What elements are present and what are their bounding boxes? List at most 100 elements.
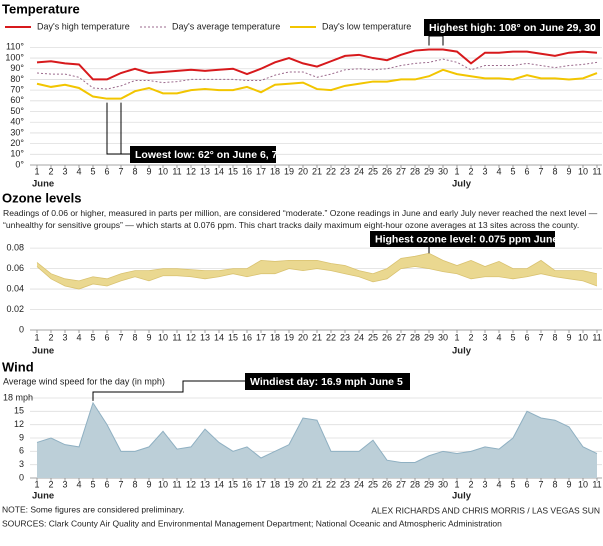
y-tick-label: 12: [14, 419, 24, 429]
x-tick-label: 4: [76, 479, 81, 489]
x-tick-label: 27: [396, 166, 406, 176]
x-tick-label: 1: [34, 332, 39, 342]
annotation-leader: [106, 102, 130, 155]
x-tick-label: 10: [158, 332, 168, 342]
x-tick-label: 5: [90, 166, 95, 176]
plot-area: [30, 243, 602, 330]
y-tick-label: 3: [19, 459, 24, 469]
x-tick-label: 27: [396, 332, 406, 342]
x-tick-label: 8: [552, 479, 557, 489]
x-tick-label: 5: [90, 479, 95, 489]
x-tick-label: 4: [76, 332, 81, 342]
x-tick-label: 9: [566, 332, 571, 342]
annotation-leader: [92, 380, 245, 401]
plot-area: [30, 42, 602, 165]
chart-title: Wind: [2, 359, 34, 374]
annotation: Highest high: 108° on June 29, 30: [429, 22, 596, 34]
x-tick-label: 25: [368, 332, 378, 342]
x-tick-label: 26: [382, 166, 392, 176]
x-tick-label: 24: [354, 166, 364, 176]
x-tick-label: 5: [510, 479, 515, 489]
x-tick-label: 19: [284, 166, 294, 176]
x-tick-label: 11: [172, 479, 181, 489]
x-tick-label: 16: [242, 166, 252, 176]
x-tick-label: 9: [566, 166, 571, 176]
x-tick-label: 20: [298, 332, 308, 342]
x-tick-label: 11: [172, 166, 181, 176]
x-tick-label: 22: [326, 479, 336, 489]
x-tick-label: 3: [482, 166, 487, 176]
x-tick-label: 9: [566, 479, 571, 489]
x-tick-label: 23: [340, 332, 350, 342]
x-tick-label: 26: [382, 332, 392, 342]
legend-label: Day's high temperature: [37, 21, 130, 31]
x-tick-label: 10: [578, 166, 588, 176]
month-label: July: [452, 346, 472, 357]
x-tick-label: 9: [146, 332, 151, 342]
x-tick-label: 6: [524, 332, 529, 342]
x-tick-label: 8: [552, 332, 557, 342]
x-tick-label: 10: [158, 479, 168, 489]
y-tick-label: 15: [14, 406, 24, 416]
x-tick-label: 6: [524, 479, 529, 489]
annotation: Highest ozone level: 0.075 ppm June 29: [375, 233, 573, 245]
x-tick-label: 26: [382, 479, 392, 489]
x-tick-label: 2: [468, 332, 473, 342]
month-label: June: [32, 346, 54, 357]
month-label: July: [452, 491, 472, 502]
x-tick-label: 4: [496, 166, 501, 176]
x-tick-label: 9: [146, 479, 151, 489]
x-tick-label: 21: [312, 479, 322, 489]
x-tick-label: 1: [34, 166, 39, 176]
band-edge: [36, 266, 598, 290]
wind-area-fill: [37, 402, 597, 478]
x-tick-label: 13: [200, 479, 210, 489]
legend-label: Day's average temperature: [172, 21, 280, 31]
chart-subtitle: Average wind speed for the day (in mph): [3, 376, 165, 386]
series-line: [36, 58, 598, 90]
y-tick-label: 9: [19, 432, 24, 442]
x-tick-label: 30: [438, 332, 448, 342]
x-tick-label: 20: [298, 166, 308, 176]
x-tick-label: 5: [510, 332, 515, 342]
credit: ALEX RICHARDS AND CHRIS MORRIS / LAS VEG…: [371, 505, 600, 515]
y-tick-label: 110°: [6, 42, 24, 52]
series-line: [36, 48, 598, 81]
annotation: Lowest low: 62° on June 6, 7: [135, 149, 278, 161]
ozone-description: Readings of 0.06 or higher, measured in …: [3, 208, 598, 230]
legend-label: Day's low temperature: [322, 21, 411, 31]
x-tick-label: 10: [578, 332, 588, 342]
x-tick-label: 21: [312, 166, 322, 176]
y-tick-label: 6: [19, 446, 24, 456]
x-tick-label: 18: [270, 166, 280, 176]
x-tick-label: 1: [454, 166, 459, 176]
month-label: July: [452, 179, 472, 190]
x-tick-label: 7: [118, 332, 123, 342]
annotation-box: [245, 373, 410, 390]
chart-title: Temperature: [2, 1, 80, 16]
x-tick-label: 15: [228, 479, 238, 489]
x-tick-label: 7: [118, 479, 123, 489]
x-tick-label: 24: [354, 332, 364, 342]
y-tick-label: 18 mph: [3, 392, 33, 402]
x-tick-label: 28: [410, 166, 420, 176]
y-tick-label: 80°: [10, 74, 24, 84]
x-tick-label: 25: [368, 479, 378, 489]
x-tick-label: 8: [132, 332, 137, 342]
y-tick-label: 0.02: [6, 304, 24, 314]
x-tick-label: 23: [340, 166, 350, 176]
y-tick-label: 50°: [10, 106, 24, 116]
x-tick-label: 19: [284, 479, 294, 489]
x-tick-label: 24: [354, 479, 364, 489]
x-tick-label: 15: [228, 166, 238, 176]
annotation: Windiest day: 16.9 mph June 5: [250, 376, 403, 388]
x-tick-label: 13: [200, 166, 210, 176]
chart-title: Ozone levels: [2, 190, 81, 205]
x-tick-label: 3: [482, 479, 487, 489]
x-tick-label: 11: [592, 332, 601, 342]
x-tick-label: 17: [256, 166, 266, 176]
x-tick-label: 12: [186, 166, 196, 176]
x-tick-label: 3: [62, 332, 67, 342]
x-tick-label: 28: [410, 479, 420, 489]
